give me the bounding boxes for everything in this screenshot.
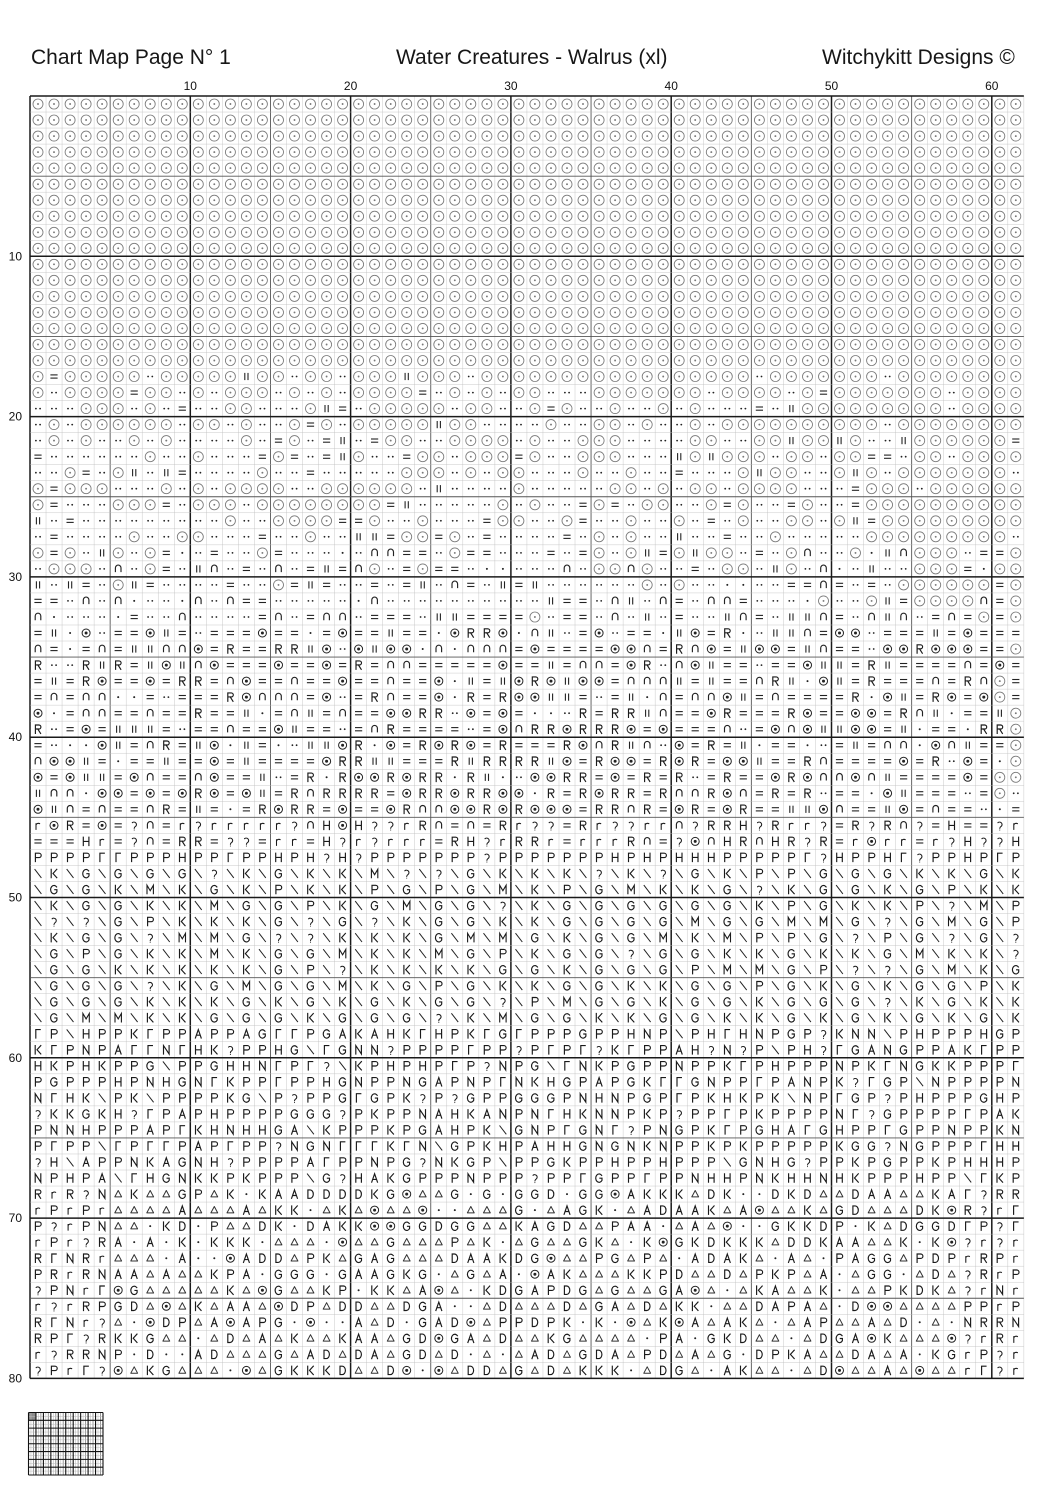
svg-text:60: 60 bbox=[985, 79, 999, 93]
svg-text:30: 30 bbox=[9, 570, 23, 584]
svg-text:40: 40 bbox=[9, 730, 23, 744]
svg-text:70: 70 bbox=[9, 1211, 23, 1225]
svg-text:30: 30 bbox=[504, 79, 518, 93]
svg-text:40: 40 bbox=[665, 79, 679, 93]
svg-text:50: 50 bbox=[9, 891, 23, 905]
svg-text:20: 20 bbox=[344, 79, 358, 93]
svg-text:10: 10 bbox=[184, 79, 198, 93]
svg-text:60: 60 bbox=[9, 1051, 23, 1065]
svg-text:50: 50 bbox=[825, 79, 839, 93]
svg-text:20: 20 bbox=[9, 410, 23, 424]
svg-text:10: 10 bbox=[9, 249, 23, 263]
svg-text:80: 80 bbox=[9, 1371, 23, 1385]
